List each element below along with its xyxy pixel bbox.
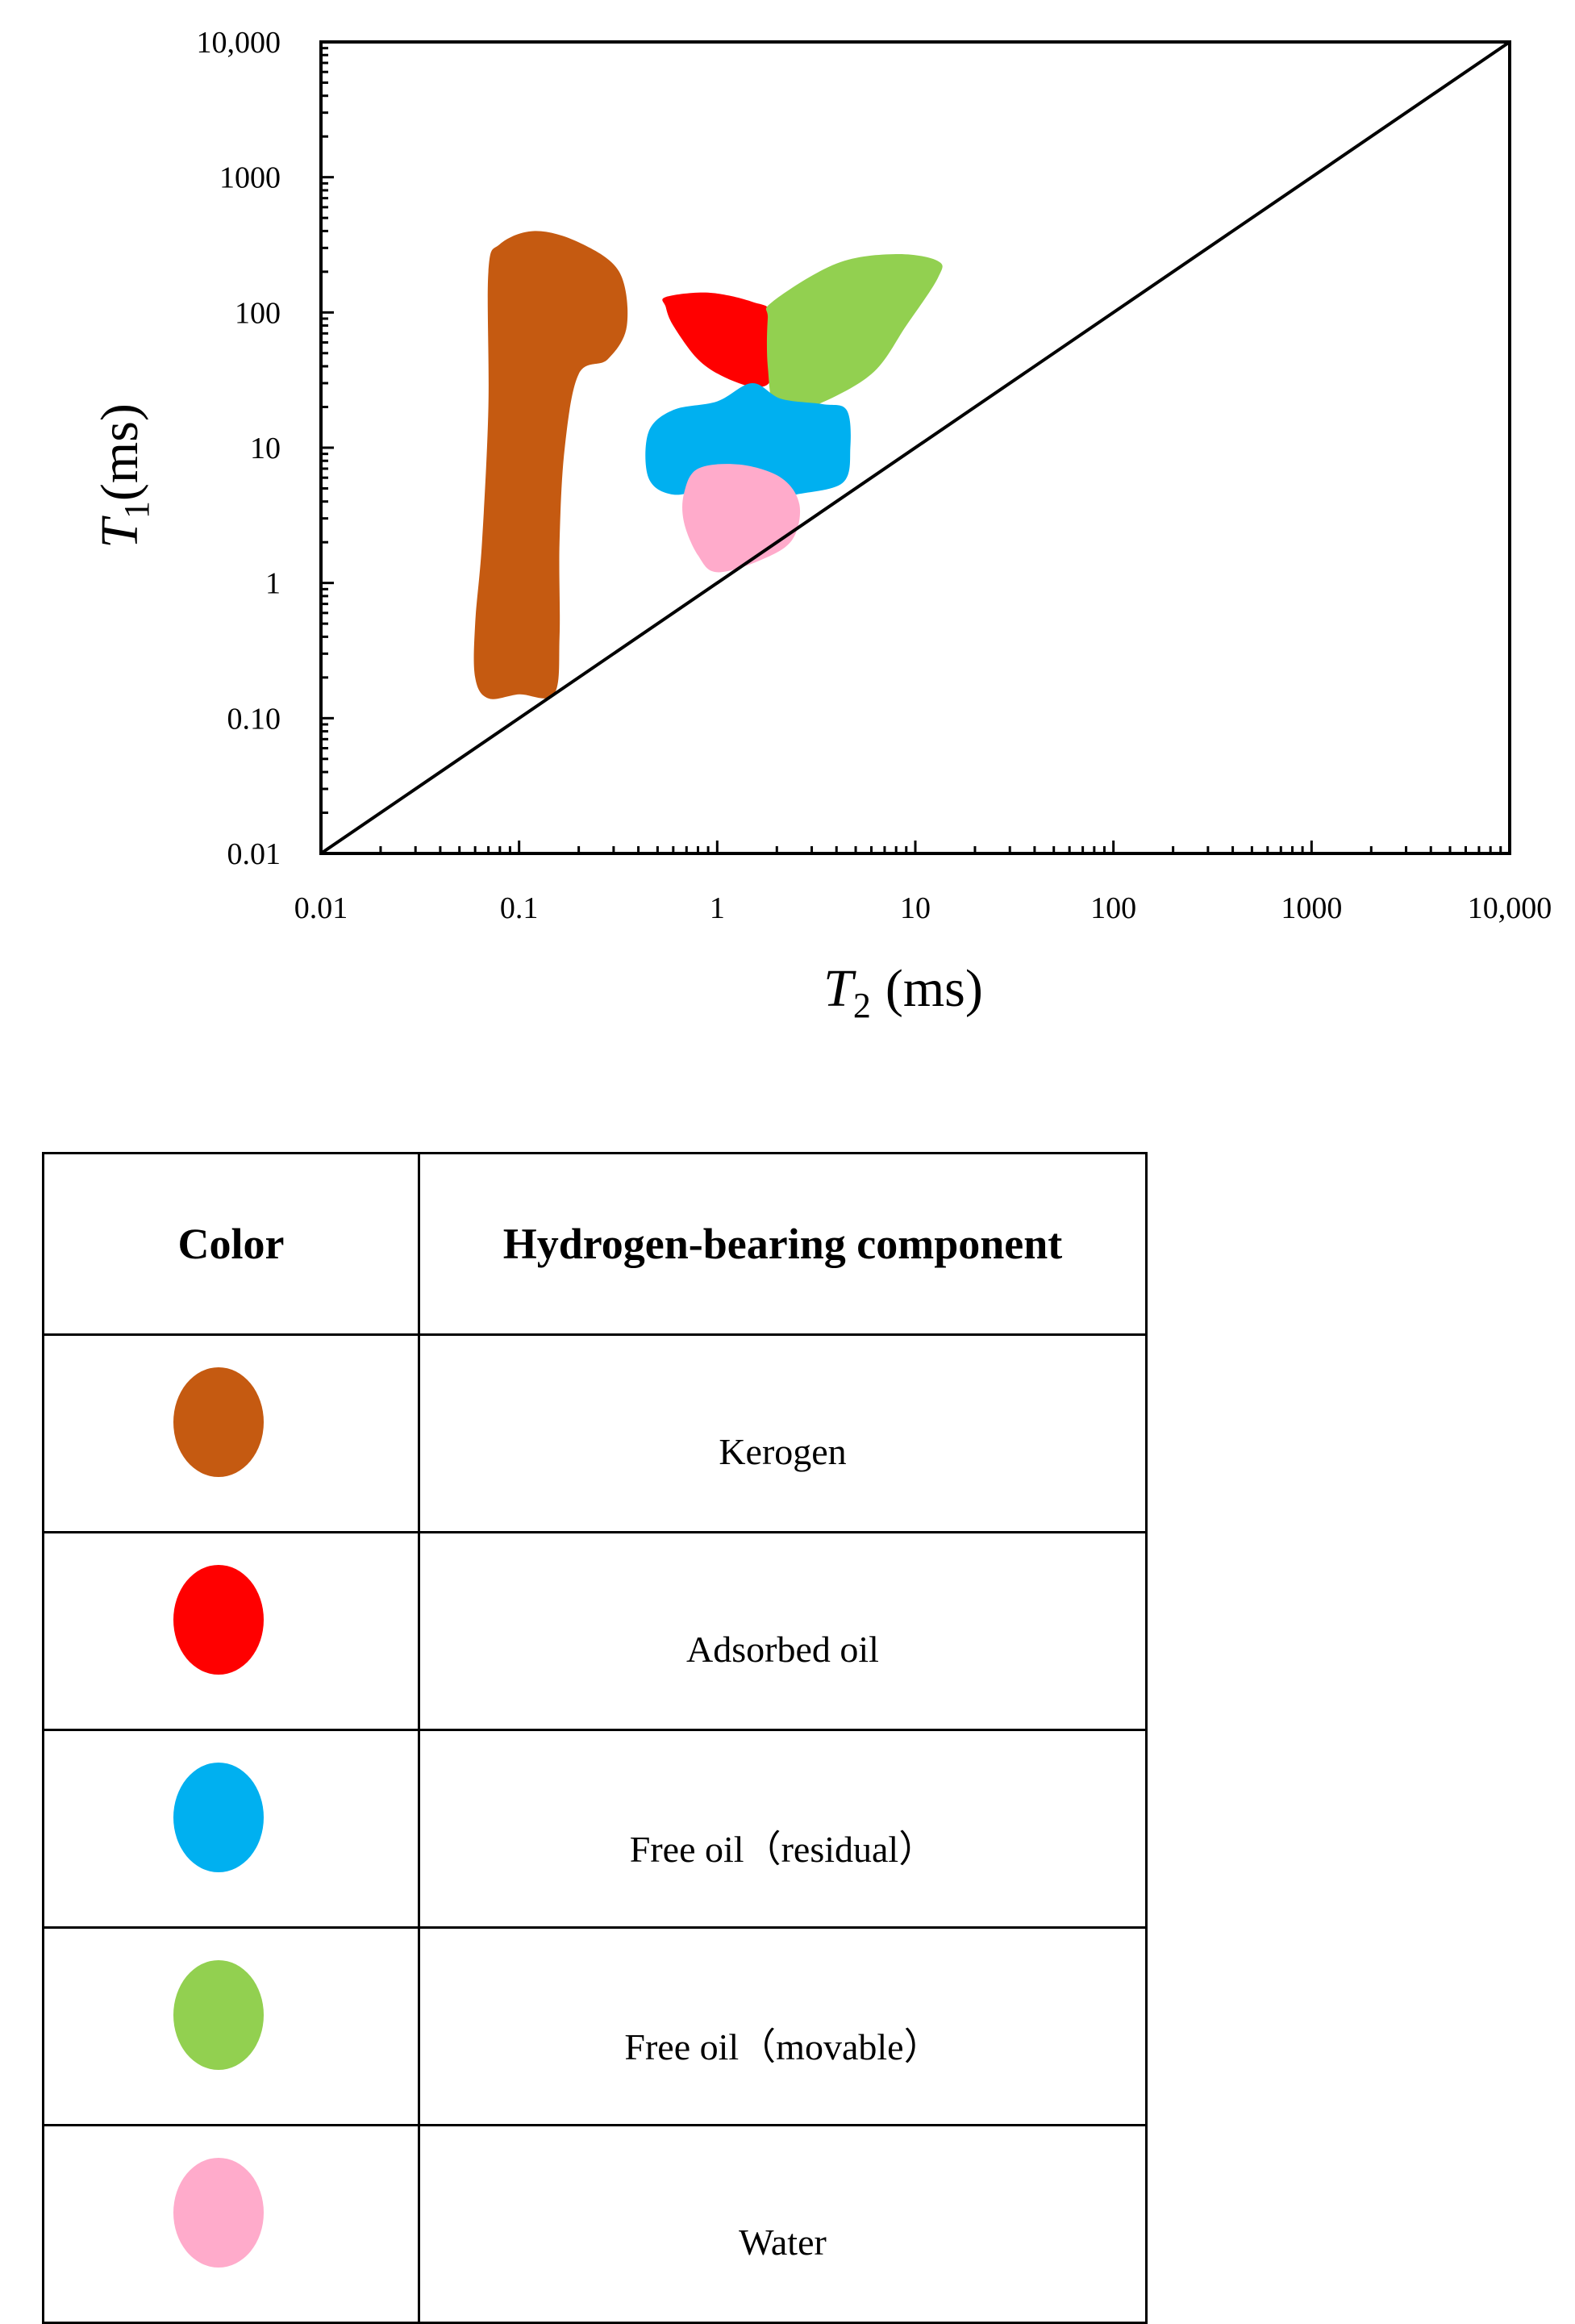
y-axis-title: T1(ms) [90, 403, 156, 549]
water-swatch [173, 2158, 264, 2268]
y-tick-label: 1 [265, 567, 281, 601]
swatch-cell [42, 1333, 420, 1533]
swatch-cell [42, 1531, 420, 1731]
component-regions [473, 231, 943, 699]
component-label: Adsorbed oil [418, 1531, 1148, 1731]
x-tick-label: 0.1 [500, 891, 539, 925]
header-color: Color [42, 1152, 420, 1336]
region-adsorbed-oil [662, 292, 775, 388]
component-label: Kerogen [418, 1333, 1148, 1533]
swatch-cell [42, 2124, 420, 2324]
x-tick-label: 10,000 [1468, 891, 1552, 925]
t1-t2-map-chart: 0.01 0.1 1 10 100 1000 10,000 0.01 0.10 1 10 100 10… [90, 26, 1552, 1025]
x-axis-title: T2 (ms) [823, 959, 983, 1025]
x-tick-label: 100 [1090, 891, 1136, 925]
component-label: Free oil（movable） [418, 1926, 1148, 2126]
x-tick-labels: 0.01 0.1 1 10 100 1000 10,000 [294, 891, 1552, 925]
x-tick-label: 0.01 [294, 891, 348, 925]
y-tick-label: 0.01 [227, 837, 281, 871]
y-tick-label: 0.10 [227, 702, 281, 736]
swatch-cell [42, 1926, 420, 2126]
adsorbed-oil-swatch [173, 1565, 264, 1675]
t1-equals-t2-line [319, 40, 1511, 855]
component-label: Free oil（residual） [418, 1729, 1148, 1929]
y-tick-label: 1000 [219, 161, 281, 195]
y-tick-label: 100 [235, 296, 281, 330]
legend-row-free-oil-residual: Free oil（residual） [42, 1729, 1148, 1929]
kerogen-swatch [173, 1367, 264, 1477]
legend-row-adsorbed-oil: Adsorbed oil [42, 1531, 1148, 1731]
component-label: Water [418, 2124, 1148, 2324]
region-water [682, 464, 801, 573]
legend-header-row: Color Hydrogen-bearing component [42, 1152, 1148, 1336]
header-component: Hydrogen-bearing component [418, 1152, 1148, 1336]
swatch-cell [42, 1729, 420, 1929]
y-tick-label: 10,000 [197, 26, 281, 60]
region-kerogen [473, 231, 628, 699]
x-tick-label: 10 [900, 891, 931, 925]
free-oil-movable-swatch [173, 1960, 264, 2070]
x-tick-label: 1000 [1281, 891, 1342, 925]
legend-row-kerogen: Kerogen [42, 1333, 1148, 1533]
x-tick-label: 1 [710, 891, 725, 925]
region-free-oil-movable [765, 253, 943, 416]
y-tick-label: 10 [250, 432, 281, 465]
y-tick-labels: 0.01 0.10 1 10 100 1000 10,000 [197, 26, 281, 871]
free-oil-residual-swatch [173, 1763, 264, 1872]
component-legend-table: Color Hydrogen-bearing component Kerogen… [42, 1152, 1148, 2324]
axis-ticks [319, 40, 1511, 855]
legend-row-free-oil-movable: Free oil（movable） [42, 1926, 1148, 2126]
legend-row-water: Water [42, 2124, 1148, 2324]
